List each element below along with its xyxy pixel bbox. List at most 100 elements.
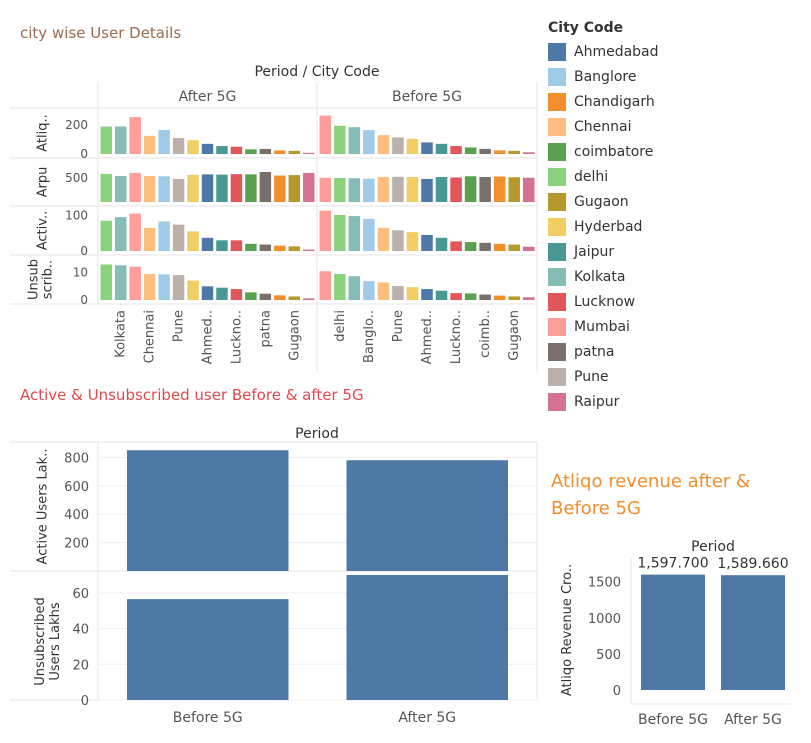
x-tick-label: After 5G: [724, 712, 782, 728]
x-tick-label: Chennai: [143, 310, 158, 363]
users-chart-header: Period: [295, 426, 339, 442]
bar: [100, 173, 112, 202]
legend-label: Pune: [574, 369, 609, 385]
bar: [479, 294, 491, 300]
legend-item[interactable]: Lucknow: [548, 292, 635, 312]
bar: [158, 130, 170, 154]
bar: [230, 174, 243, 202]
bar: [421, 142, 433, 154]
legend-label: Lucknow: [574, 294, 636, 310]
y-tick-label: 0: [80, 244, 88, 258]
legend-swatch: [548, 193, 566, 211]
bar: [450, 293, 462, 300]
bar: [100, 264, 112, 300]
legend-item[interactable]: Ahmedabad: [548, 42, 659, 62]
legend-label: Kolkata: [574, 269, 626, 285]
revenue-chart-title: Atliqo revenue after & Before 5G: [551, 471, 750, 519]
bar: [129, 213, 141, 251]
legend-item[interactable]: Chandigarh: [548, 92, 655, 112]
x-tick-label: Gugaon: [287, 310, 302, 361]
bar: [100, 220, 112, 251]
row-label: Activ..: [36, 211, 51, 250]
legend-swatch: [548, 118, 566, 136]
legend-label: Hyderbad: [574, 219, 643, 235]
panel-header: Before 5G: [392, 89, 462, 105]
legend-label: Raipur: [574, 394, 620, 410]
city-chart-title: city wise User Details: [20, 24, 182, 42]
bar: [114, 176, 127, 202]
legend-title: City Code: [548, 20, 624, 36]
bar: [158, 221, 170, 251]
legend-item[interactable]: Pune: [548, 367, 609, 387]
bar: [392, 230, 404, 251]
bar: [158, 176, 170, 202]
y-tick-label: 10: [73, 266, 88, 280]
legend-item[interactable]: Mumbai: [548, 317, 630, 337]
bar: [406, 232, 419, 251]
bar: [508, 296, 520, 300]
bar: [421, 178, 433, 202]
y-tick-label: 1500: [588, 576, 621, 591]
legend-item[interactable]: coimbatore: [548, 142, 653, 162]
x-tick-label: delhi: [333, 310, 348, 342]
bar: [493, 150, 506, 154]
legend-item[interactable]: delhi: [548, 167, 608, 187]
y-tick-label: 800: [64, 451, 89, 466]
bar: [172, 224, 185, 251]
bar: [201, 143, 214, 154]
legend-swatch: [548, 268, 566, 286]
bar: [363, 130, 375, 154]
data-label: 1,589.660: [717, 556, 788, 572]
bar: [346, 575, 508, 700]
legend-label: coimbatore: [574, 144, 654, 160]
bar: [288, 150, 301, 154]
row-label: Arpu: [36, 167, 51, 198]
bar: [187, 231, 199, 251]
bar: [303, 172, 315, 202]
legend-label: Gugaon: [574, 194, 629, 210]
data-label: 1,597.700: [637, 556, 708, 572]
legend-item[interactable]: Jaipur: [548, 242, 614, 262]
x-tick-label: Pune: [391, 310, 406, 342]
bar: [216, 287, 228, 300]
legend-label: Chandigarh: [574, 94, 655, 110]
bar: [187, 140, 199, 154]
legend-item[interactable]: Kolkata: [548, 267, 625, 287]
bar: [392, 176, 404, 202]
bar: [245, 174, 257, 202]
legend-item[interactable]: Raipur: [548, 392, 619, 412]
legend-label: Chennai: [574, 119, 632, 135]
bar: [288, 246, 301, 251]
bar: [464, 293, 477, 300]
y-tick-label: 500: [596, 648, 621, 663]
bar: [392, 286, 404, 300]
bar: [479, 148, 491, 154]
legend-swatch: [548, 368, 566, 386]
bar: [216, 240, 228, 251]
bar: [245, 292, 257, 300]
legend-swatch: [548, 293, 566, 311]
bar: [143, 274, 156, 300]
bar: [129, 266, 141, 300]
users-chart-title: Active & Unsubscribed user Before & afte…: [20, 386, 364, 404]
legend-item[interactable]: Hyderbad: [548, 217, 642, 237]
legend-swatch: [548, 393, 566, 411]
legend-item[interactable]: Gugaon: [548, 192, 629, 212]
bar: [377, 177, 390, 202]
y-tick-label: 60: [72, 587, 89, 602]
bar: [187, 280, 199, 300]
legend-item[interactable]: patna: [548, 342, 614, 362]
row-label: Active Users Lak..: [36, 449, 51, 565]
bar: [127, 599, 289, 700]
y-tick-label: 1000: [588, 612, 621, 627]
bar: [127, 450, 289, 571]
legend-item[interactable]: Banglore: [548, 67, 636, 87]
bar: [522, 297, 535, 300]
bar: [230, 289, 243, 300]
bar: [143, 135, 156, 154]
legend-item[interactable]: Chennai: [548, 117, 631, 137]
legend-swatch: [548, 343, 566, 361]
bar: [450, 177, 462, 202]
bar: [421, 234, 433, 251]
bar: [274, 150, 286, 154]
